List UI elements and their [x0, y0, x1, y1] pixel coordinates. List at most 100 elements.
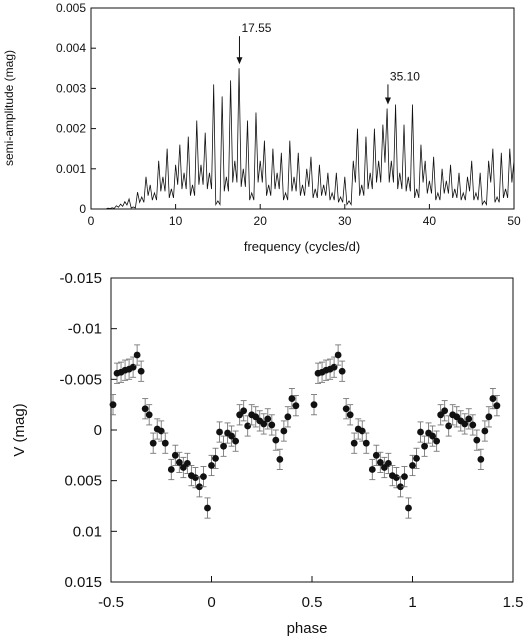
- periodogram-y-tick-label: 0.001: [56, 162, 86, 176]
- data-point: [264, 415, 272, 423]
- periodogram-panel: 0 0.001 0.002 0.003 0.004 0.005 0 10 20 30 40 50 1…: [2, 1, 521, 254]
- light-curve-y-tick-label: 0: [94, 422, 102, 439]
- data-point: [133, 351, 141, 359]
- light-curve-x-tick-label: 1.5: [503, 594, 524, 611]
- light-curve-x-axis-label: phase: [287, 620, 328, 637]
- data-point: [421, 442, 428, 450]
- data-point: [346, 411, 354, 419]
- light-curve-y-tick-label: 0.01: [73, 523, 102, 540]
- data-point: [137, 367, 145, 375]
- periodogram-x-axis-label: frequency (cycles/d): [244, 239, 360, 254]
- data-point: [145, 411, 153, 419]
- data-point: [493, 402, 501, 410]
- data-point: [473, 436, 481, 444]
- light-curve-y-tick-label: 0.015: [64, 574, 102, 591]
- data-point: [232, 437, 240, 445]
- periodogram-y-tick-label: 0.005: [56, 1, 86, 15]
- light-curve-y-tick-label: -0.015: [59, 270, 102, 287]
- data-point: [393, 474, 400, 482]
- data-point: [310, 401, 318, 409]
- data-point: [288, 395, 296, 402]
- data-point: [397, 483, 404, 491]
- data-point: [109, 401, 117, 409]
- data-point: [465, 415, 473, 423]
- data-point: [272, 436, 280, 444]
- data-point: [284, 413, 292, 421]
- data-point: [149, 439, 157, 447]
- light-curve-x-tick-label: -0.5: [98, 594, 124, 611]
- peak-arrow-head: [384, 97, 391, 105]
- periodogram-x-tick-label: 30: [338, 214, 352, 228]
- periodogram-x-tick-label: 40: [423, 214, 437, 228]
- data-point: [350, 439, 358, 447]
- data-point: [228, 432, 236, 440]
- data-point: [167, 466, 175, 473]
- data-point: [481, 427, 489, 435]
- data-point: [469, 421, 477, 429]
- data-point: [485, 413, 493, 421]
- amplitude-spectrum-line: [91, 68, 515, 210]
- data-point: [208, 462, 215, 469]
- data-point: [429, 432, 436, 440]
- light-curve-frame: [110, 277, 514, 583]
- periodogram-y-tick-label: 0: [79, 202, 86, 216]
- data-point: [196, 483, 203, 491]
- data-point: [171, 451, 179, 459]
- data-point: [260, 420, 268, 428]
- data-point: [192, 474, 199, 482]
- data-point: [445, 422, 453, 430]
- data-point: [372, 451, 380, 459]
- data-point: [368, 466, 376, 473]
- data-point: [409, 462, 416, 469]
- light-curve-y-tick-label: 0.005: [64, 473, 102, 490]
- periodogram-x-tick-label: 0: [88, 214, 95, 228]
- data-point: [338, 367, 346, 375]
- data-point: [161, 439, 169, 447]
- data-point: [461, 420, 469, 428]
- data-point: [342, 405, 350, 413]
- data-point: [405, 504, 412, 512]
- data-point: [417, 428, 424, 436]
- periodogram-y-tick-label: 0.003: [56, 81, 86, 95]
- peak-frequency-label: 17.55: [241, 21, 271, 35]
- data-point: [477, 455, 485, 463]
- data-point: [334, 351, 342, 359]
- data-point: [433, 437, 441, 445]
- data-point: [175, 459, 183, 466]
- data-point: [280, 427, 288, 435]
- periodogram-y-tick-label: 0.004: [56, 41, 86, 55]
- light-curve-y-tick-label: -0.01: [68, 321, 102, 338]
- data-point: [362, 439, 370, 447]
- data-point: [489, 395, 497, 402]
- light-curve-panel: -0.015 -0.01 -0.005 0 0.005 0.01 0.015 -0.5 0 0.…: [11, 270, 523, 637]
- periodogram-x-tick-label: 20: [254, 214, 268, 228]
- periodogram-frame: [90, 7, 515, 210]
- data-point: [413, 454, 420, 462]
- data-point: [376, 459, 384, 466]
- peak-arrow-head: [236, 57, 243, 65]
- light-curve-y-axis-label: V (mag): [11, 403, 28, 456]
- data-point: [216, 428, 223, 436]
- periodogram-x-tick-label: 10: [169, 214, 183, 228]
- data-point: [220, 442, 227, 450]
- data-point: [276, 455, 284, 463]
- data-point: [141, 405, 149, 413]
- periodogram-y-axis-label: semi-amplitude (mag): [2, 50, 16, 166]
- periodogram-y-tick-label: 0.002: [56, 122, 86, 136]
- peak-frequency-label: 35.10: [390, 69, 420, 83]
- data-point: [401, 473, 408, 481]
- data-point: [212, 454, 219, 462]
- data-point: [200, 473, 207, 481]
- periodogram-x-tick-label: 50: [507, 214, 521, 228]
- light-curve-x-tick-label: 0: [207, 594, 215, 611]
- data-point: [441, 407, 449, 415]
- data-point: [240, 407, 248, 415]
- data-point: [292, 402, 300, 410]
- data-point: [204, 504, 211, 512]
- data-point: [244, 422, 252, 430]
- data-point: [268, 421, 276, 429]
- light-curve-y-tick-label: -0.005: [59, 371, 102, 388]
- light-curve-x-tick-label: 1: [408, 594, 416, 611]
- light-curve-x-tick-label: 0.5: [302, 594, 323, 611]
